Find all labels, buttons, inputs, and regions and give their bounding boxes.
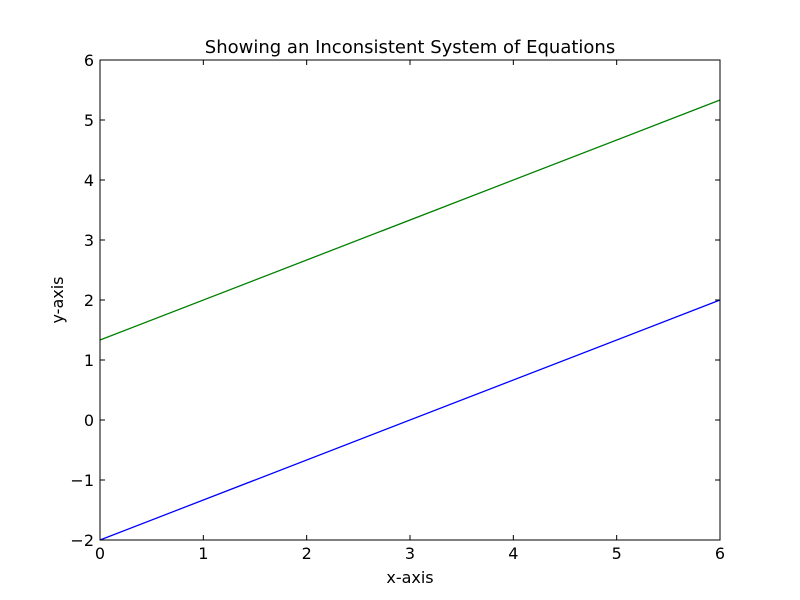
series-line-1	[99, 299, 721, 541]
y-tick-label: 6	[84, 51, 94, 70]
y-tick-label: −2	[70, 531, 94, 550]
y-tick-label: 1	[84, 351, 94, 370]
x-tick-label: 2	[302, 544, 312, 563]
plot-frame	[99, 59, 721, 541]
x-tick-label: 6	[715, 544, 725, 563]
x-tick-label: 5	[612, 544, 622, 563]
x-tick-label: 3	[405, 544, 415, 563]
chart-title: Showing an Inconsistent System of Equati…	[205, 37, 615, 58]
x-tick-label: 4	[508, 544, 518, 563]
x-tick-label: 1	[198, 544, 208, 563]
plot-area	[100, 60, 720, 540]
y-axis-label: y-axis	[48, 276, 67, 323]
tick-labels-layer: 0 1 2 3 4 5 6 −2 −1 0 1 2 3 4 5 6	[70, 51, 725, 563]
y-tick-label: −1	[70, 471, 94, 490]
series-layer	[99, 99, 721, 541]
y-tick-label: 3	[84, 231, 94, 250]
x-tick-label: 0	[95, 544, 105, 563]
y-tick-label: 4	[84, 171, 94, 190]
y-tick-label: 0	[84, 411, 94, 430]
y-tick-label: 2	[84, 291, 94, 310]
series-line-2	[99, 99, 721, 341]
y-tick-label: 5	[84, 111, 94, 130]
x-axis-label: x-axis	[386, 568, 433, 587]
